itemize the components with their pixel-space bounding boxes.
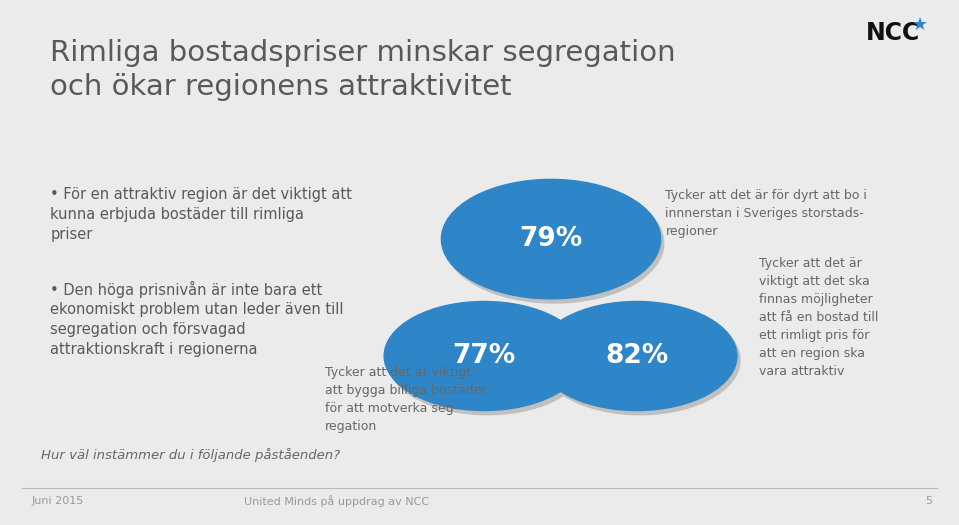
Text: 79%: 79% xyxy=(520,226,583,252)
Text: 77%: 77% xyxy=(453,343,516,369)
Ellipse shape xyxy=(385,301,584,411)
Ellipse shape xyxy=(444,184,664,303)
Text: ★: ★ xyxy=(911,16,927,34)
Text: United Minds på uppdrag av NCC: United Minds på uppdrag av NCC xyxy=(244,496,429,507)
Ellipse shape xyxy=(540,306,740,415)
Text: Juni 2015: Juni 2015 xyxy=(32,497,83,507)
Text: Tycker att det är
viktigt att det ska
finnas möjligheter
att få en bostad till
e: Tycker att det är viktigt att det ska fi… xyxy=(759,257,878,377)
Text: Hur väl instämmer du i följande påståenden?: Hur väl instämmer du i följande påståend… xyxy=(41,448,340,463)
Text: Tycker att det är för dyrt att bo i
innnerstan i Sveriges storstads-
regioner: Tycker att det är för dyrt att bo i innn… xyxy=(666,188,867,238)
Ellipse shape xyxy=(537,301,737,411)
Text: 82%: 82% xyxy=(605,343,668,369)
Text: Tycker att det är viktigt
att bygga billiga bostäder
för att motverka seg-
regat: Tycker att det är viktigt att bygga bill… xyxy=(325,366,486,434)
Text: • Den höga prisnivån är inte bara ett
ekonomiskt problem utan leder även till
se: • Den höga prisnivån är inte bara ett ek… xyxy=(51,281,344,357)
Text: • För en attraktiv region är det viktigt att
kunna erbjuda bostäder till rimliga: • För en attraktiv region är det viktigt… xyxy=(51,187,352,242)
Text: Rimliga bostadspriser minskar segregation
och ökar regionens attraktivitet: Rimliga bostadspriser minskar segregatio… xyxy=(51,39,676,101)
Ellipse shape xyxy=(387,306,588,415)
Ellipse shape xyxy=(441,180,661,299)
Text: 5: 5 xyxy=(925,497,932,507)
Text: NCC: NCC xyxy=(866,21,920,45)
